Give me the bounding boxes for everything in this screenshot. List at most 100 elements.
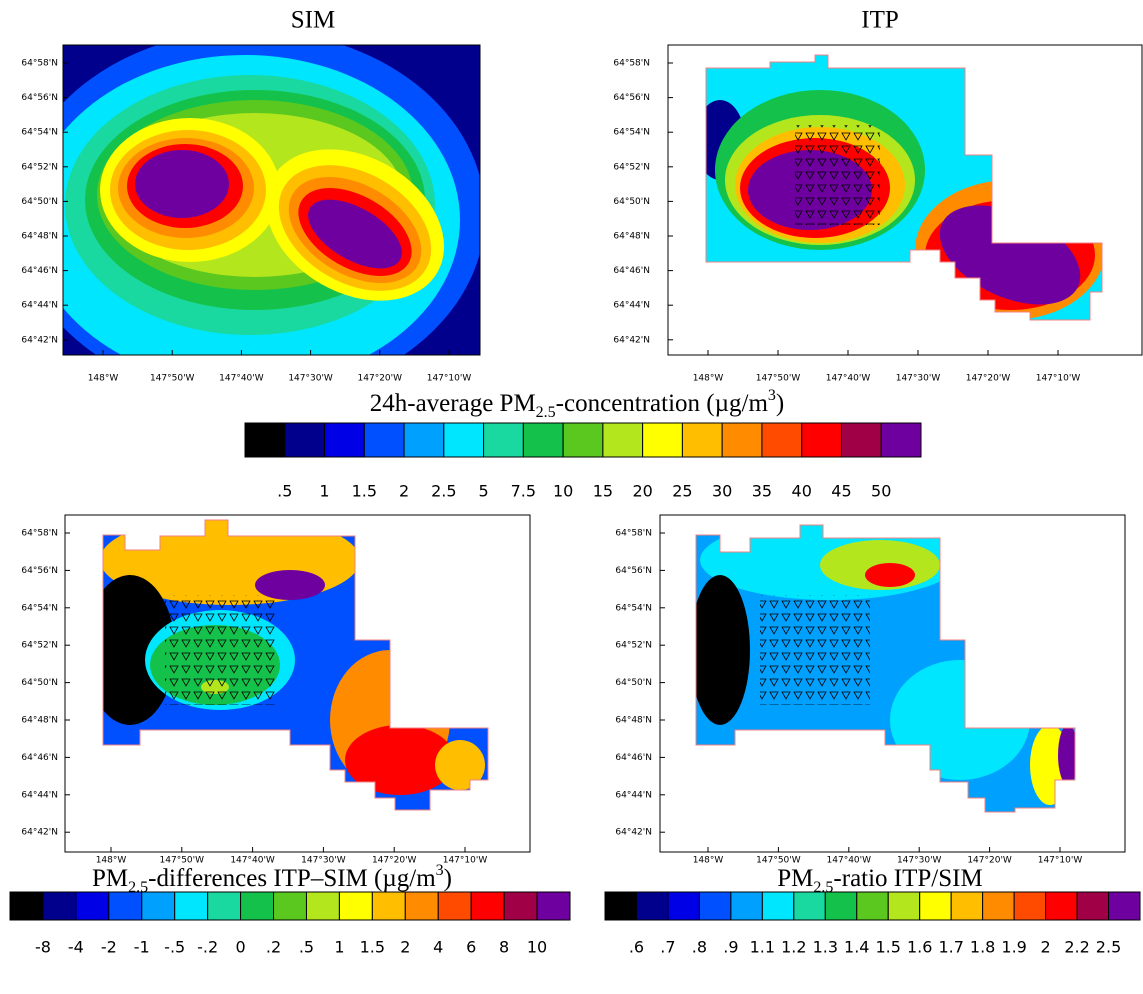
title-part: ) (444, 865, 452, 892)
y-tick-label: 64°48'N (615, 716, 652, 726)
color-swatch (536, 891, 571, 921)
colorbar-label: 25 (672, 482, 692, 501)
colorbar-label: 7.5 (511, 482, 536, 501)
colorbar-label: 45 (831, 482, 851, 501)
color-swatch (824, 891, 858, 921)
colorbar-label: .7 (660, 938, 675, 957)
y-tick-label: 64°48'N (21, 232, 58, 242)
colorbar-label: 1.9 (1001, 938, 1026, 957)
color-swatch (562, 422, 604, 458)
x-tick-label: 147°20'W (372, 856, 417, 866)
x-tick-label: 147°50'W (756, 374, 801, 384)
colorbar-label: 10 (553, 482, 573, 501)
color-swatch (108, 891, 143, 921)
x-tick-label: 148°W (96, 856, 127, 866)
x-tick-label: 147°20'W (967, 856, 1012, 866)
color-swatch (681, 422, 723, 458)
title-part: ) (776, 390, 784, 417)
y-tick-label: 64°42'N (613, 335, 650, 345)
colorbar-label: -8 (35, 938, 51, 957)
colorbar-label: 20 (632, 482, 652, 501)
y-tick-label: 64°58'N (615, 529, 652, 539)
color-swatch (667, 891, 700, 921)
color-swatch (42, 891, 77, 921)
y-tick-label: 64°48'N (21, 716, 58, 726)
x-tick-label: 148°W (693, 856, 724, 866)
title-part: 2.5 (536, 404, 556, 421)
color-swatch (503, 891, 538, 921)
colorbar-label: 35 (752, 482, 772, 501)
title-part: -ratio ITP/SIM (833, 865, 982, 892)
y-tick-label: 64°46'N (615, 753, 652, 763)
colorbar-label: 1.7 (938, 938, 963, 957)
title-part: 24h-average PM (370, 390, 536, 417)
y-tick-label: 64°50'N (613, 197, 650, 207)
title-part: PM (92, 865, 128, 892)
colorbar-label: 6 (466, 938, 476, 957)
color-swatch (730, 891, 763, 921)
color-swatch (721, 422, 763, 458)
diff-outline (102, 519, 489, 811)
y-tick-label: 64°44'N (613, 301, 650, 311)
title-part: -differences ITP–SIM (µg/m (148, 865, 436, 892)
y-tick-label: 64°58'N (613, 59, 650, 69)
color-swatch (284, 422, 326, 458)
y-tick-label: 64°46'N (21, 753, 58, 763)
x-tick-label: 147°20'W (358, 374, 403, 384)
color-swatch (642, 422, 683, 458)
color-swatch (604, 891, 637, 921)
y-tick-label: 64°58'N (21, 529, 58, 539)
y-tick-label: 64°50'N (21, 197, 58, 207)
color-swatch (371, 891, 406, 921)
color-swatch (141, 891, 176, 921)
y-tick-label: 64°42'N (615, 828, 652, 838)
colorbar-label: 4 (433, 938, 443, 957)
color-swatch (761, 891, 795, 921)
colorbar-label: 1 (319, 482, 329, 501)
colorbar-label: 50 (871, 482, 891, 501)
colorbar-label: .5 (277, 482, 292, 501)
colorbar-label: 30 (712, 482, 732, 501)
y-tick-label: 64°56'N (615, 566, 652, 576)
color-swatch (443, 422, 485, 458)
title-part: 3 (768, 387, 776, 404)
y-tick-label: 64°52'N (21, 162, 58, 172)
colorbar-label: -.5 (164, 938, 185, 957)
y-tick-label: 64°52'N (615, 641, 652, 651)
colorbar-label: 2.2 (1064, 938, 1089, 957)
y-tick-label: 64°52'N (613, 162, 650, 172)
y-tick-label: 64°54'N (613, 128, 650, 138)
y-tick-label: 64°50'N (615, 678, 652, 688)
x-tick-label: 147°50'W (150, 374, 195, 384)
x-tick-label: 147°10'W (427, 374, 472, 384)
x-tick-label: 148°W (693, 374, 724, 384)
y-tick-label: 64°54'N (615, 603, 652, 613)
colorbar-label: .2 (266, 938, 281, 957)
colorbar-label: 2 (399, 482, 409, 501)
y-tick-label: 64°44'N (615, 790, 652, 800)
colorbar-label: .9 (723, 938, 738, 957)
colorbar-label: 1.5 (360, 938, 385, 957)
colorbar-label: 1.5 (876, 938, 901, 957)
y-tick-label: 64°44'N (21, 790, 58, 800)
colorbar-label: -4 (68, 938, 84, 957)
color-swatch (240, 891, 275, 921)
colorbar-label: 10 (527, 938, 547, 957)
y-tick-label: 64°44'N (21, 301, 58, 311)
color-swatch (602, 422, 644, 458)
colorbar-label: 5 (478, 482, 488, 501)
x-tick-label: 147°50'W (756, 856, 801, 866)
colorbar-label: 1.6 (907, 938, 932, 957)
colorbar-label: 1 (334, 938, 344, 957)
colorbar-label: 1.3 (813, 938, 838, 957)
title-part: PM (777, 865, 813, 892)
color-swatch (207, 891, 242, 921)
panel-title: ITP (861, 7, 899, 34)
color-swatch (635, 891, 669, 921)
y-tick-label: 64°56'N (21, 93, 58, 103)
color-swatch (75, 891, 110, 921)
x-tick-label: 147°40'W (230, 856, 275, 866)
colorbar-label: 1.5 (352, 482, 377, 501)
color-swatch (840, 422, 882, 458)
